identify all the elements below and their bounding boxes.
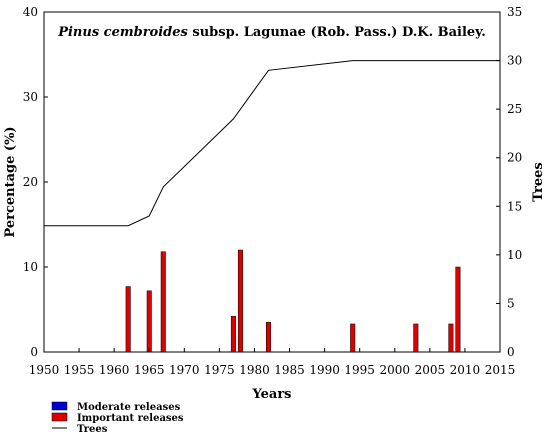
bar-2009 xyxy=(455,266,461,353)
chart-title-rest: subsp. Lagunae (Rob. Pass.) D.K. Bailey. xyxy=(188,25,486,40)
bar-1962 xyxy=(125,286,131,353)
plot-border xyxy=(43,11,501,353)
x-tick-label: 2000 xyxy=(379,363,410,377)
x-tick-label: 2005 xyxy=(415,363,446,377)
right-y-tick-label: 0 xyxy=(507,345,515,359)
right-y-tick-label: 25 xyxy=(507,102,522,116)
legend-swatch-1 xyxy=(51,412,68,422)
x-tick-label: 1980 xyxy=(239,363,270,377)
bar-1967 xyxy=(160,251,166,353)
right-y-tick-label: 35 xyxy=(507,5,522,19)
bar-2003 xyxy=(413,323,419,353)
left-y-tick-label: 0 xyxy=(30,345,38,359)
chart-title: Pinus cembroides subsp. Lagunae (Rob. Pa… xyxy=(57,25,486,40)
left-y-tick-label: 20 xyxy=(23,175,38,189)
x-tick-label: 1950 xyxy=(29,363,60,377)
bar-1978 xyxy=(237,249,243,353)
plot-frame xyxy=(43,11,501,353)
x-axis-title: Years xyxy=(251,387,291,402)
right-y-tick-label: 15 xyxy=(507,199,522,213)
legend-label-2: Trees xyxy=(77,424,108,435)
x-tick-label: 2010 xyxy=(450,363,481,377)
legend-swatch-0 xyxy=(51,401,68,411)
trees-line xyxy=(44,60,500,227)
x-tick-label: 1965 xyxy=(134,363,165,377)
right-y-axis: 0 5 10 15 20 25 30 35 xyxy=(496,5,522,359)
legend-label-0: Moderate releases xyxy=(77,402,181,413)
bar-series xyxy=(125,249,461,353)
chart-title-italic: Pinus cembroides xyxy=(57,25,188,40)
bar-1965 xyxy=(146,290,152,353)
bar-2008 xyxy=(448,323,454,353)
x-tick-label: 1955 xyxy=(64,363,95,377)
x-tick-label: 1985 xyxy=(274,363,305,377)
x-tick-label: 1975 xyxy=(204,363,235,377)
x-tick-label: 2015 xyxy=(485,363,516,377)
legend-label-1: Important releases xyxy=(77,413,184,424)
x-axis: 1950 1955 1960 1965 1970 1975 1980 1985 1990 1995… xyxy=(29,348,516,377)
left-y-axis: 0 10 20 30 40 xyxy=(23,5,48,359)
bar-1994 xyxy=(350,323,356,353)
right-y-tick-label: 5 xyxy=(507,296,515,310)
line-series xyxy=(44,60,500,227)
right-y-tick-label: 30 xyxy=(507,54,522,68)
bar-1982 xyxy=(265,322,271,353)
x-tick-label: 1970 xyxy=(169,363,200,377)
right-y-tick-label: 10 xyxy=(507,248,522,262)
left-y-tick-label: 30 xyxy=(23,90,38,104)
bar-1977 xyxy=(230,316,236,353)
left-y-tick-label: 40 xyxy=(23,5,38,19)
x-tick-label: 1990 xyxy=(309,363,340,377)
right-y-axis-title: Trees xyxy=(531,162,546,201)
x-tick-label: 1995 xyxy=(344,363,375,377)
left-y-axis-title: Percentage (%) xyxy=(3,126,18,237)
x-tick-label: 1960 xyxy=(99,363,130,377)
left-y-tick-label: 10 xyxy=(23,260,38,274)
right-y-tick-label: 20 xyxy=(507,151,522,165)
